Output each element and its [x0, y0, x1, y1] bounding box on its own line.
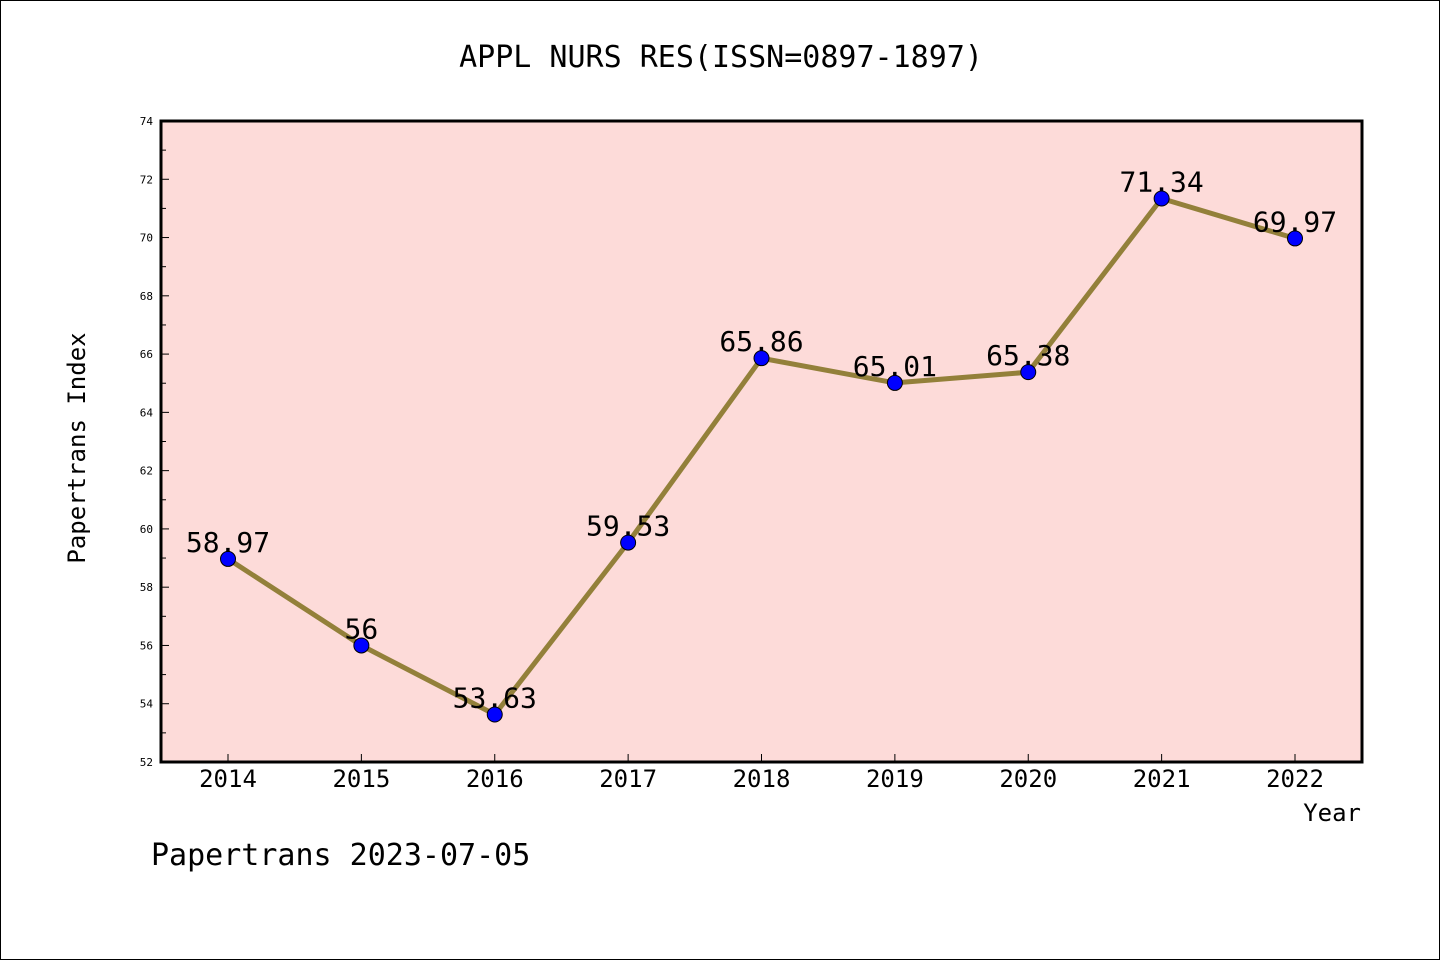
- x-tick-label: 2020: [999, 765, 1057, 793]
- data-label: 71.34: [1119, 166, 1203, 199]
- y-tick-label: 72: [140, 173, 153, 186]
- footer-date-text: Papertrans 2023-07-05: [151, 838, 530, 873]
- data-point: [1153, 190, 1170, 207]
- chart-title: APPL NURS RES(ISSN=0897-1897): [459, 40, 983, 75]
- y-tick-label: 60: [140, 523, 153, 536]
- data-point: [753, 350, 770, 367]
- x-tick-label: 2017: [599, 765, 657, 793]
- data-point: [353, 637, 370, 654]
- data-point: [220, 550, 236, 567]
- data-label: 65.86: [719, 325, 803, 358]
- data-label: 53.63: [453, 682, 537, 715]
- data-label: 58.97: [186, 526, 270, 559]
- y-tick-label: 54: [140, 698, 154, 711]
- data-labels: 58.97 56 53.63 59.53 65.86 65.01 65.38 71.34 69.…: [186, 166, 1337, 715]
- x-tick-label: 2018: [733, 765, 791, 793]
- y-tick-label: 62: [140, 465, 153, 478]
- plot-area: [159, 119, 1364, 764]
- data-label: 65.01: [853, 350, 937, 383]
- x-axis-title: Year: [1303, 799, 1361, 827]
- x-axis: 2014 2015 2016 2017 2018 2019 2020 2021 2022: [199, 754, 1324, 793]
- y-tick-label: 52: [140, 756, 153, 769]
- y-axis: 52 54 56 58 60 62 64 66 68 70 72 74: [140, 115, 169, 769]
- data-points: [220, 190, 1303, 723]
- data-point: [620, 534, 637, 551]
- y-tick-label: 68: [140, 290, 153, 303]
- x-tick-label: 2019: [866, 765, 924, 793]
- y-tick-label: 74: [140, 115, 154, 128]
- y-tick-label: 66: [140, 348, 153, 361]
- data-point: [486, 706, 503, 723]
- x-tick-label: 2021: [1133, 765, 1191, 793]
- data-label: 69.97: [1253, 205, 1337, 238]
- y-axis-title: Papertrans Index: [63, 332, 91, 563]
- x-tick-label: 2022: [1266, 765, 1324, 793]
- x-tick-label: 2014: [199, 765, 257, 793]
- data-point: [1020, 364, 1037, 381]
- data-label: 59.53: [586, 510, 670, 543]
- data-point: [1287, 230, 1303, 247]
- y-tick-label: 58: [140, 581, 153, 594]
- y-tick-label: 64: [140, 406, 154, 419]
- y-tick-label: 56: [140, 639, 153, 652]
- x-tick-label: 2016: [466, 765, 524, 793]
- data-label: 56: [345, 612, 379, 645]
- data-label: 65.38: [986, 339, 1070, 372]
- y-tick-label: 70: [140, 232, 153, 245]
- data-point: [886, 374, 903, 391]
- x-tick-label: 2015: [332, 765, 390, 793]
